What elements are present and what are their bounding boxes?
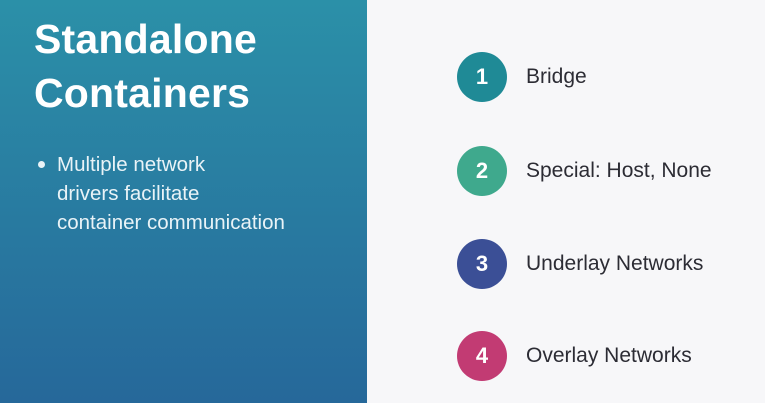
bullet-line-3: container communication bbox=[57, 211, 285, 234]
right-panel: 1 Bridge 2 Special: Host, None 3 Underla… bbox=[367, 0, 765, 403]
slide-title-line-2: Containers bbox=[34, 70, 251, 116]
left-panel: Standalone Containers Multiple network d… bbox=[0, 0, 367, 403]
list-item-overlay: 4 Overlay Networks bbox=[457, 331, 692, 381]
number-badge-2: 2 bbox=[457, 146, 507, 196]
list-item-special: 2 Special: Host, None bbox=[457, 146, 712, 196]
slide-title: Standalone Containers bbox=[34, 12, 257, 120]
number-badge-3: 3 bbox=[457, 239, 507, 289]
bullet-dot-icon bbox=[38, 161, 45, 168]
slide-title-line-1: Standalone bbox=[34, 16, 257, 62]
item-label-overlay: Overlay Networks bbox=[526, 344, 692, 367]
list-item-bridge: 1 Bridge bbox=[457, 52, 587, 102]
number-badge-4: 4 bbox=[457, 331, 507, 381]
item-label-underlay: Underlay Networks bbox=[526, 252, 704, 275]
bullet-line-2: drivers facilitate bbox=[57, 182, 200, 205]
bullet-point: Multiple network drivers facilitate cont… bbox=[38, 150, 358, 237]
bullet-line-1: Multiple network bbox=[57, 153, 206, 176]
item-label-special: Special: Host, None bbox=[526, 159, 712, 182]
number-badge-1: 1 bbox=[457, 52, 507, 102]
list-item-underlay: 3 Underlay Networks bbox=[457, 239, 703, 289]
item-label-bridge: Bridge bbox=[526, 65, 587, 88]
